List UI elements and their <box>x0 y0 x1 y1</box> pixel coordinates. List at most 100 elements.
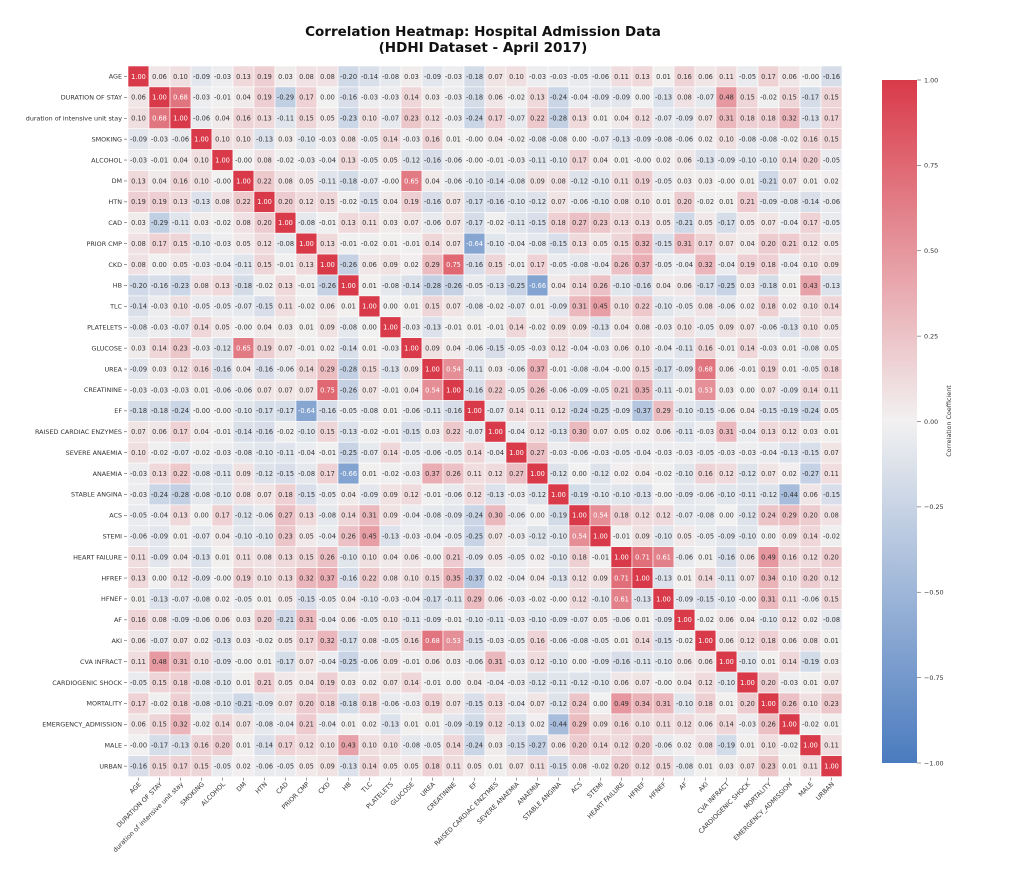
cell-value-label: 0.02 <box>530 721 545 729</box>
y-tick-label: RAISED CARDIAC ENZYMES <box>35 428 122 436</box>
cell-value-label: -0.10 <box>592 177 609 185</box>
colorbar-tick-label: 1.00 <box>924 76 938 84</box>
x-tick-label: EF <box>468 780 479 791</box>
cell-value-label: 0.75 <box>320 386 335 394</box>
cell-value-label: -0.03 <box>529 344 546 352</box>
cell-value-label: 0.18 <box>761 303 776 311</box>
cell-value-label: 0.04 <box>614 115 629 123</box>
cell-value-label: 0.01 <box>236 679 251 687</box>
cell-value-label: -0.01 <box>403 658 420 666</box>
cell-value-label: 0.10 <box>635 344 650 352</box>
cell-value-label: -0.02 <box>193 449 210 457</box>
cell-value-label: 0.21 <box>782 240 797 248</box>
cell-value-label: -0.03 <box>592 449 609 457</box>
cell-value-label: 0.26 <box>341 533 356 541</box>
cell-value-label: -0.17 <box>424 595 441 603</box>
cell-value-label: 0.00 <box>152 574 167 582</box>
cell-value-label: -0.66 <box>340 470 357 478</box>
cell-value-label: 0.17 <box>131 700 146 708</box>
cell-value-label: -0.26 <box>340 386 357 394</box>
cell-value-label: -0.07 <box>508 303 525 311</box>
x-tick-label: ACS <box>569 780 584 795</box>
cell-value-label: 0.02 <box>320 344 335 352</box>
cell-value-label: 1.00 <box>677 616 692 624</box>
cell-value-label: 0.01 <box>782 762 797 770</box>
cell-value-label: -0.04 <box>487 449 504 457</box>
cell-value-label: -0.06 <box>445 156 462 164</box>
cell-value-label: 0.49 <box>614 700 629 708</box>
cell-value-label: -0.18 <box>466 73 483 81</box>
cell-value-label: -0.13 <box>382 721 399 729</box>
heatmap-cell <box>820 755 843 777</box>
cell-value-label: 0.04 <box>194 428 209 436</box>
cell-value-label: 0.31 <box>719 115 734 123</box>
x-tick-label: MALE <box>797 780 815 798</box>
cell-value-label: 0.18 <box>425 762 440 770</box>
cell-value-label: -0.21 <box>277 616 294 624</box>
cell-value-label: 0.09 <box>383 658 398 666</box>
cell-value-label: 0.07 <box>446 240 461 248</box>
cell-value-label: -0.04 <box>298 449 315 457</box>
cell-value-label: 0.07 <box>593 428 608 436</box>
cell-value-label: 0.18 <box>362 700 377 708</box>
cell-value-label: 0.10 <box>194 156 209 164</box>
cell-value-label: -0.09 <box>613 407 630 415</box>
cell-value-label: 0.04 <box>446 344 461 352</box>
cell-value-label: -0.03 <box>403 700 420 708</box>
cell-value-label: -0.00 <box>655 491 672 499</box>
cell-value-label: 0.05 <box>383 762 398 770</box>
cell-value-label: 0.18 <box>761 637 776 645</box>
cell-value-label: -0.06 <box>508 365 525 373</box>
cell-value-label: -0.01 <box>319 219 336 227</box>
cell-value-label: -0.02 <box>298 303 315 311</box>
cell-value-label: 0.13 <box>572 115 587 123</box>
cell-value-label: 0.32 <box>698 261 713 269</box>
cell-value-label: 0.32 <box>782 115 797 123</box>
cell-value-label: -0.64 <box>298 407 315 415</box>
cell-value-label: -0.05 <box>403 449 420 457</box>
cell-value-label: 0.13 <box>173 512 188 520</box>
cell-value-label: 0.07 <box>719 240 734 248</box>
cell-value-label: -0.03 <box>718 449 735 457</box>
cell-value-label: -0.05 <box>361 616 378 624</box>
cell-value-label: 0.05 <box>467 762 482 770</box>
y-tick-label: ACS <box>109 512 122 520</box>
cell-value-label: 0.68 <box>173 94 188 102</box>
cell-value-label: -0.09 <box>676 595 693 603</box>
cell-value-label: 0.11 <box>824 742 839 750</box>
cell-value-label: 0.09 <box>551 324 566 332</box>
y-tick-label: STEMI <box>103 532 123 540</box>
cell-value-label: -0.05 <box>319 595 336 603</box>
cell-value-label: -0.09 <box>676 491 693 499</box>
cell-value-label: 0.13 <box>131 574 146 582</box>
cell-value-label: 0.16 <box>194 742 209 750</box>
y-tick-label: MORTALITY <box>86 700 122 708</box>
cell-value-label: 0.07 <box>299 658 314 666</box>
cell-value-label: 0.26 <box>593 282 608 290</box>
cell-value-label: 0.15 <box>257 261 272 269</box>
cell-value-label: 0.02 <box>635 428 650 436</box>
cell-value-label: -0.01 <box>214 428 231 436</box>
colorbar-tick-label: −0.75 <box>924 674 944 682</box>
cell-value-label: 0.01 <box>362 344 377 352</box>
cell-value-label: -0.08 <box>193 700 210 708</box>
cell-value-label: -0.13 <box>550 574 567 582</box>
cell-value-label: 0.01 <box>404 721 419 729</box>
cell-value-label: 0.15 <box>152 762 167 770</box>
cell-value-label: -0.00 <box>214 407 231 415</box>
cell-value-label: 0.21 <box>740 198 755 206</box>
cell-value-label: -0.08 <box>298 219 315 227</box>
cell-value-label: 0.17 <box>278 742 293 750</box>
cell-value-label: 0.12 <box>635 115 650 123</box>
cell-value-label: -0.16 <box>340 574 357 582</box>
cell-value-label: -0.10 <box>718 595 735 603</box>
x-tick-label: HB <box>341 780 353 792</box>
cell-value-label: 0.04 <box>173 553 188 561</box>
cell-value-label: 0.14 <box>362 762 377 770</box>
cell-value-label: -0.15 <box>298 595 315 603</box>
cell-value-label: 0.06 <box>719 637 734 645</box>
cell-value-label: 0.01 <box>362 470 377 478</box>
cell-value-label: -0.05 <box>697 533 714 541</box>
cell-value-label: 0.10 <box>404 574 419 582</box>
cell-value-label: -0.07 <box>382 115 399 123</box>
